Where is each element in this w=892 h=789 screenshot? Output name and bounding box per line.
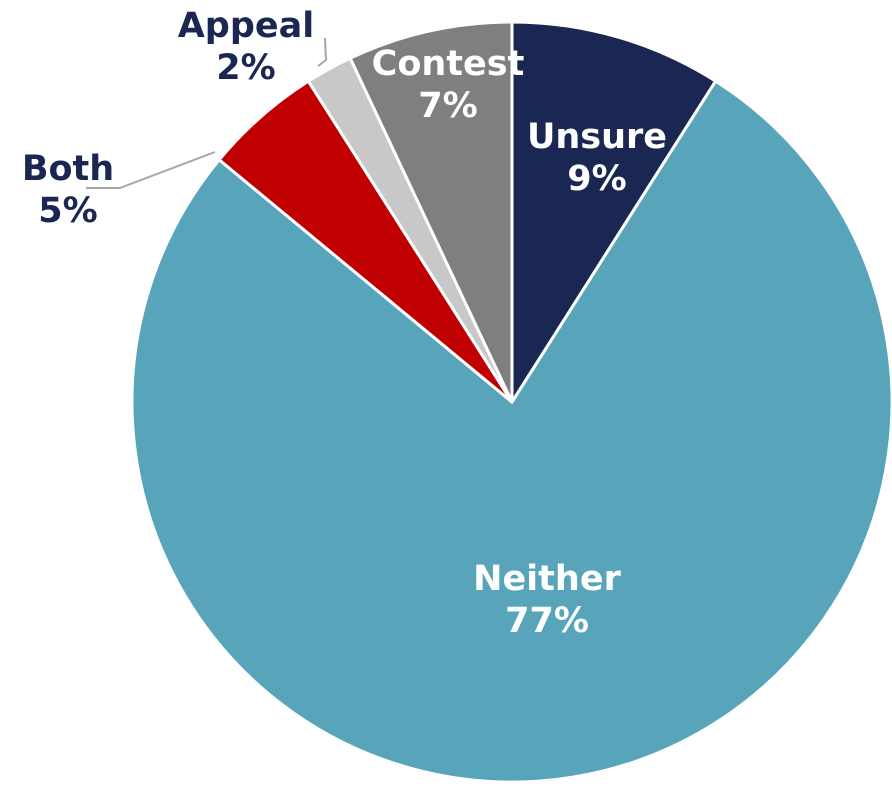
slice-label: Neither bbox=[473, 559, 621, 599]
value-label: 77% bbox=[505, 601, 589, 641]
slice bbox=[510, 20, 718, 408]
leader-line bbox=[86, 151, 216, 189]
leader-line bbox=[317, 37, 328, 67]
slice-label: Both bbox=[22, 149, 114, 189]
value-label: 2% bbox=[216, 48, 275, 88]
slices bbox=[130, 20, 892, 784]
slice-label: Unsure bbox=[527, 117, 667, 157]
slice bbox=[130, 79, 892, 784]
value-label: 5% bbox=[38, 191, 97, 231]
value-label: 9% bbox=[567, 159, 626, 199]
slice bbox=[348, 20, 514, 403]
value-label: 7% bbox=[418, 86, 477, 126]
slice-label: Contest bbox=[372, 44, 525, 84]
slice-label: Appeal bbox=[178, 6, 315, 46]
